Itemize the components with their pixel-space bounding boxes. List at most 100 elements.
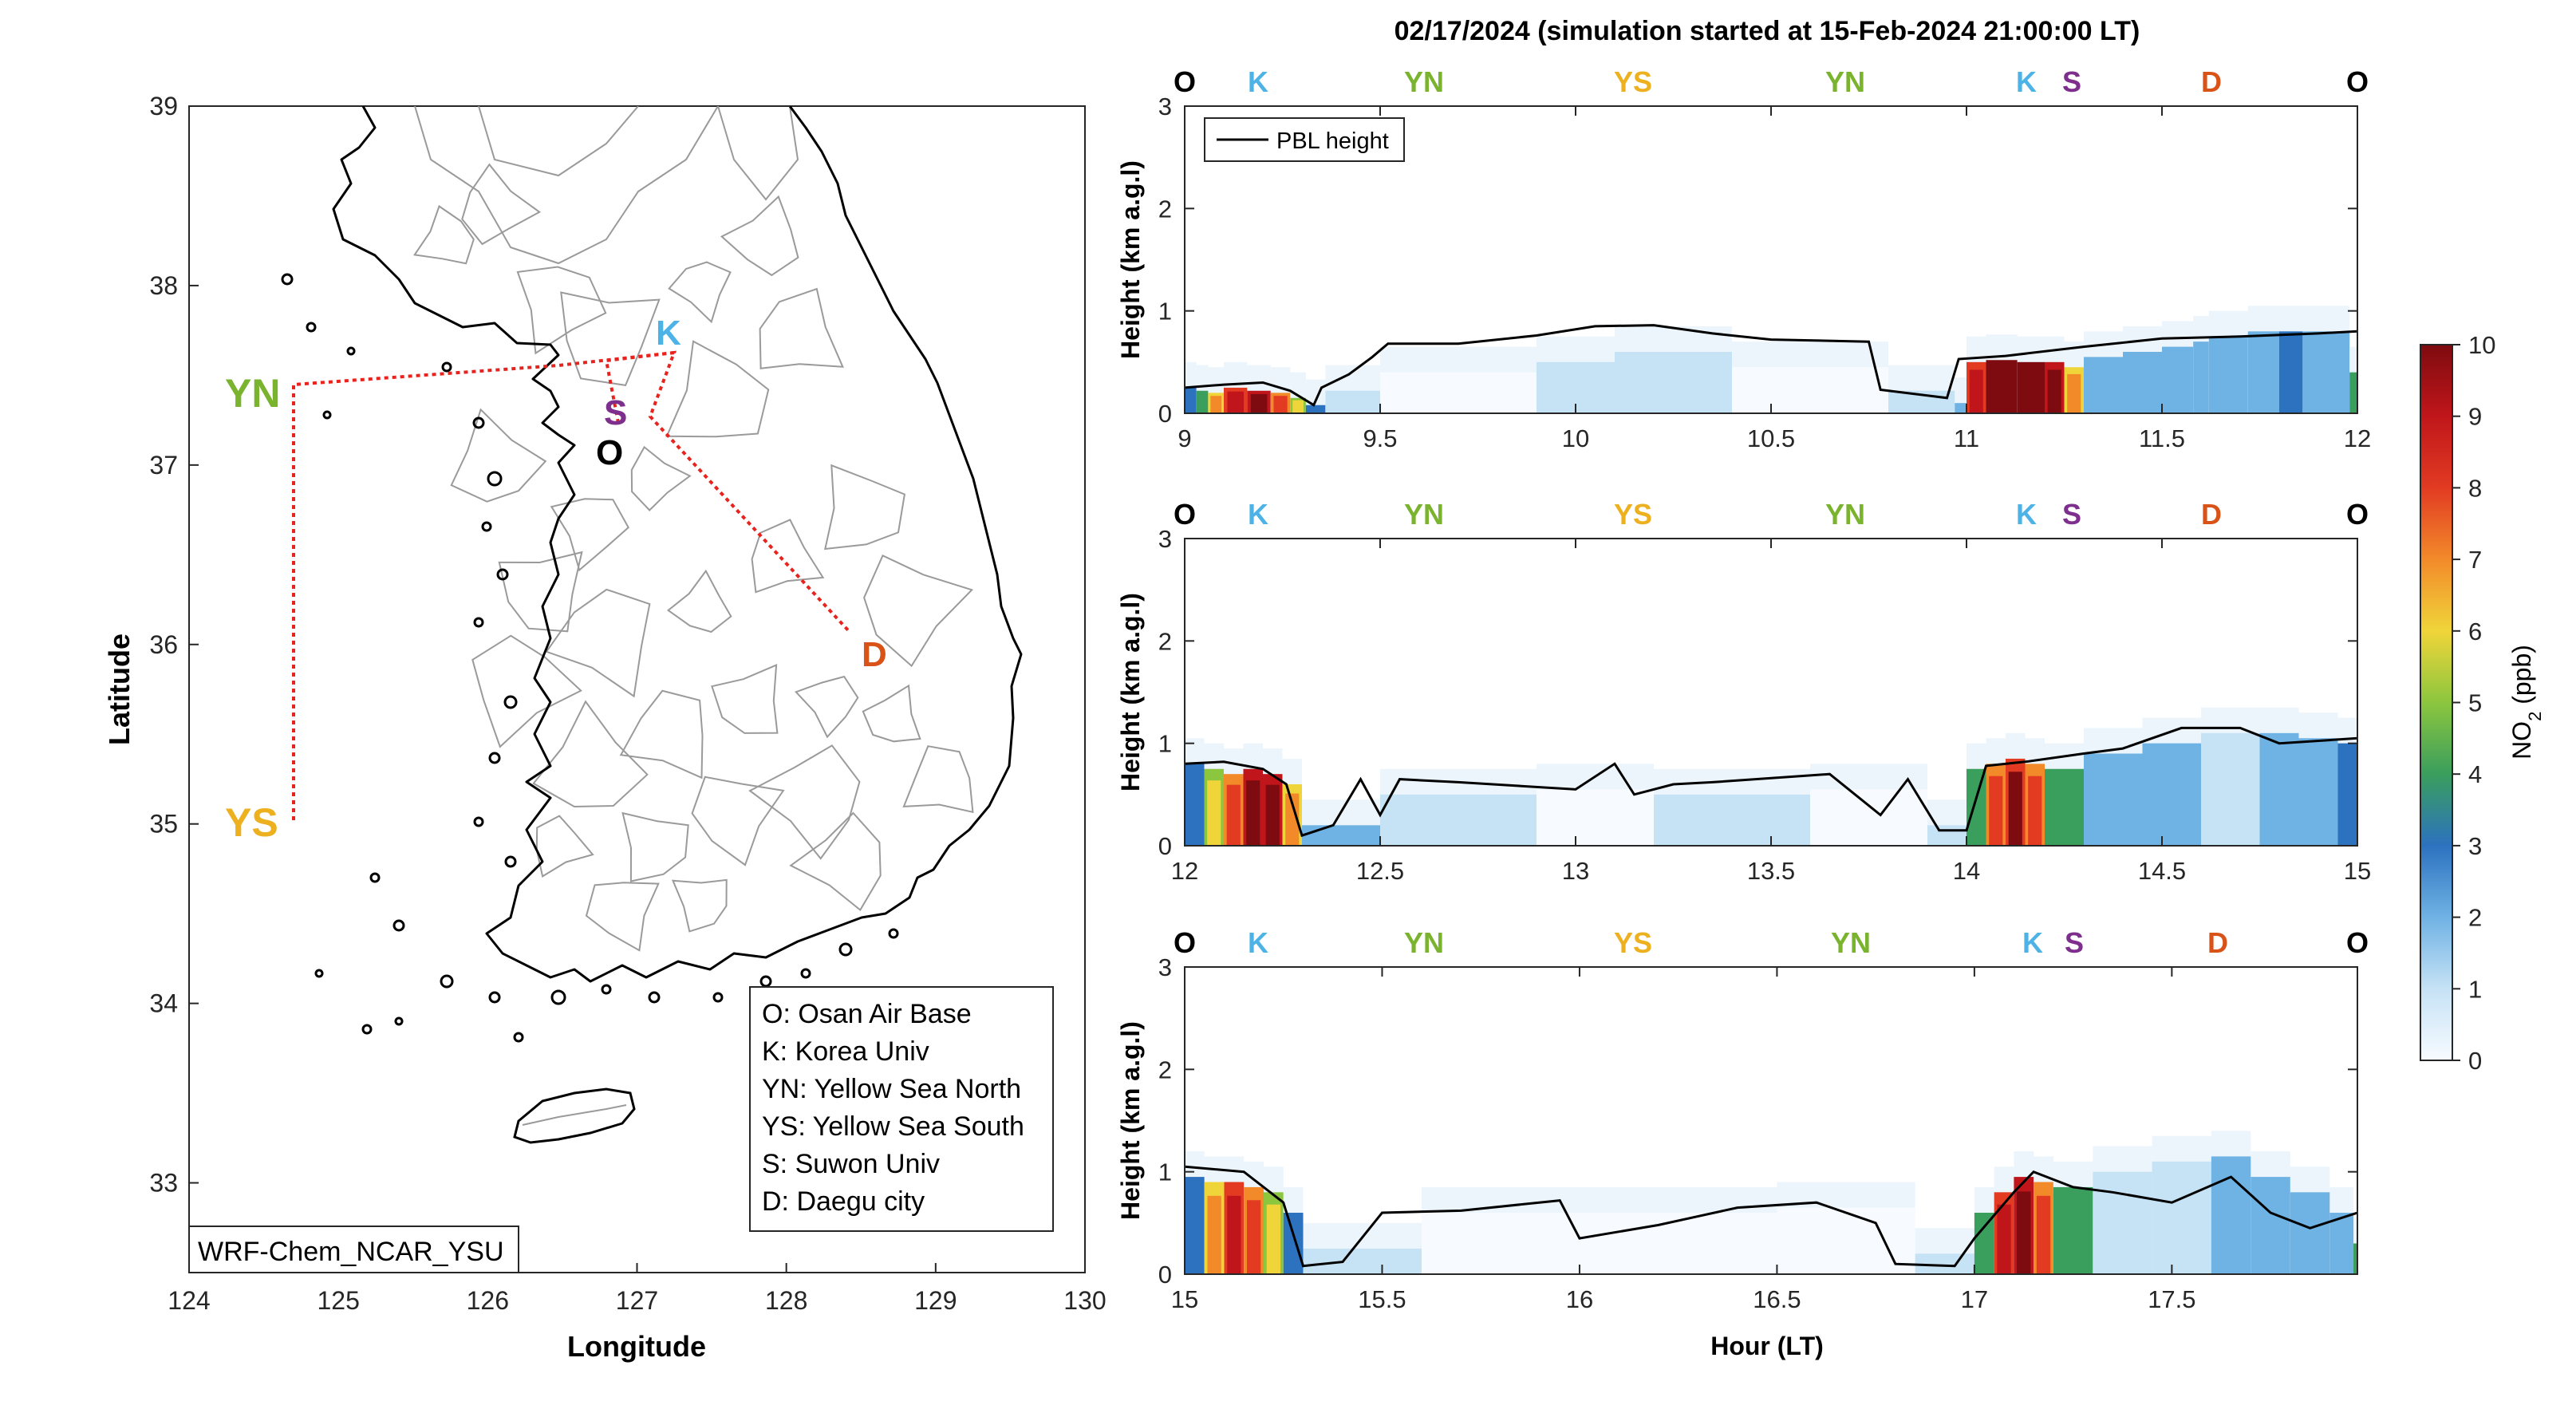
no2-column — [1927, 825, 1967, 846]
x-tick-label: 17.5 — [2148, 1285, 2195, 1313]
colorbar-tick-label: 2 — [2468, 904, 2482, 932]
colorbar-ticks: 0 1 2 3 4 5 6 7 8 9 10 — [2452, 331, 2495, 1075]
island — [441, 361, 452, 373]
island — [394, 1016, 404, 1026]
no2-column-core — [2047, 369, 2061, 413]
no2-column — [2259, 732, 2299, 846]
y-tick-label: 2 — [1158, 627, 1172, 655]
site-marker-label: K — [1248, 498, 1268, 531]
island — [496, 568, 509, 581]
colorbar-tick-label: 9 — [2468, 403, 2482, 431]
no2-column-core — [1227, 1195, 1241, 1274]
y-tick-label: 3 — [1158, 953, 1172, 981]
admin-district — [711, 664, 779, 734]
no2-column — [1967, 768, 1986, 846]
site-marker-label: S — [2062, 498, 2081, 531]
site-marker-label: O — [2346, 926, 2369, 959]
no2-column — [1380, 794, 1537, 846]
no2-column — [2298, 738, 2338, 846]
x-tick-label: 12 — [2344, 424, 2371, 452]
x-tick-label: 13 — [1562, 857, 1589, 885]
site-marker-label: O — [1174, 926, 1196, 959]
map-x-tick-label: 130 — [1063, 1286, 1106, 1315]
site-marker-label: YS — [1614, 498, 1652, 531]
site-legend-entry: D: Daegu city — [762, 1186, 925, 1217]
no2-column — [2045, 768, 2084, 846]
island — [504, 855, 517, 868]
island — [550, 989, 566, 1005]
site-label-yn: YN — [225, 371, 280, 416]
island — [306, 322, 317, 333]
no2-column — [2142, 743, 2201, 846]
pbl-height-line — [1185, 1165, 2357, 1268]
admin-district — [666, 569, 732, 633]
site-marker-label: K — [2016, 498, 2037, 531]
no2-column — [1955, 403, 1967, 413]
no2-column-core — [1969, 369, 1983, 413]
no2-column — [1325, 390, 1380, 413]
no2-column — [2201, 732, 2260, 846]
map-x-ticks: 124 125 126 127 128 129 130 — [168, 1263, 1107, 1315]
no2-column — [1303, 1248, 1422, 1274]
x-tick-label: 15.5 — [1358, 1285, 1406, 1313]
pbl-legend-label: PBL height — [1276, 128, 1389, 154]
no2-column-core — [1292, 400, 1304, 413]
island — [488, 752, 501, 764]
x-axis-label: Hour (LT) — [1710, 1332, 1824, 1360]
colorbar-tick-label: 0 — [2468, 1047, 2482, 1075]
admin-district — [720, 195, 799, 277]
admin-district — [691, 776, 785, 866]
island — [472, 416, 485, 429]
admin-district — [535, 815, 594, 878]
no2-column — [1579, 1213, 1777, 1274]
admin-district — [759, 287, 844, 369]
colorbar-tick-label: 10 — [2468, 331, 2495, 359]
site-marker-label: K — [1248, 65, 1268, 98]
admin-district — [671, 878, 728, 933]
admin-district — [471, 634, 582, 748]
map-y-tick-label: 39 — [149, 92, 178, 120]
no2-curtain — [1185, 1131, 2357, 1274]
no2-column — [1185, 387, 1197, 413]
no2-column — [1777, 1207, 1915, 1274]
no2-column — [2279, 331, 2303, 413]
no2-column — [2329, 1213, 2354, 1274]
no2-column — [2302, 331, 2338, 413]
island — [473, 816, 484, 827]
no2-column — [1283, 1213, 1304, 1274]
island — [361, 1024, 373, 1035]
no2-column — [1537, 789, 1654, 846]
y-axis-label: Height (km a.g.l) — [1116, 1021, 1145, 1220]
site-marker-label: O — [1174, 498, 1196, 531]
x-tick-label: 14 — [1953, 857, 1980, 885]
admin-district — [902, 745, 974, 814]
x-tick-label: 13.5 — [1747, 857, 1795, 885]
admin-district — [751, 519, 825, 594]
admin-district — [789, 811, 882, 912]
island — [346, 346, 356, 356]
x-tick-label: 10 — [1562, 424, 1589, 452]
map-y-tick-label: 33 — [149, 1169, 178, 1198]
site-marker-label: K — [2016, 65, 2037, 98]
no2-column — [1654, 794, 1810, 846]
island — [712, 992, 724, 1003]
y-tick-label: 0 — [1158, 832, 1172, 860]
site-legend: O: Osan Air Base K: Korea Univ YN: Yellow … — [762, 999, 1024, 1217]
site-marker-label: S — [2065, 926, 2084, 959]
x-tick-label: 14.5 — [2138, 857, 2186, 885]
island — [488, 991, 501, 1004]
x-tick-label: 11.5 — [2139, 424, 2185, 452]
no2-column — [2152, 1161, 2211, 1274]
coastal-islands — [281, 273, 899, 1043]
no2-column-core — [1265, 784, 1280, 846]
x-tick-label: 15 — [2344, 857, 2371, 885]
site-marker-label: YS — [1614, 926, 1652, 959]
no2-column-core — [1207, 1195, 1221, 1274]
colorbar-tick-label: 7 — [2468, 546, 2482, 574]
admin-district — [748, 744, 861, 860]
admin-district — [585, 882, 660, 952]
no2-column-core — [1997, 1204, 2011, 1274]
admin-district — [516, 266, 607, 355]
